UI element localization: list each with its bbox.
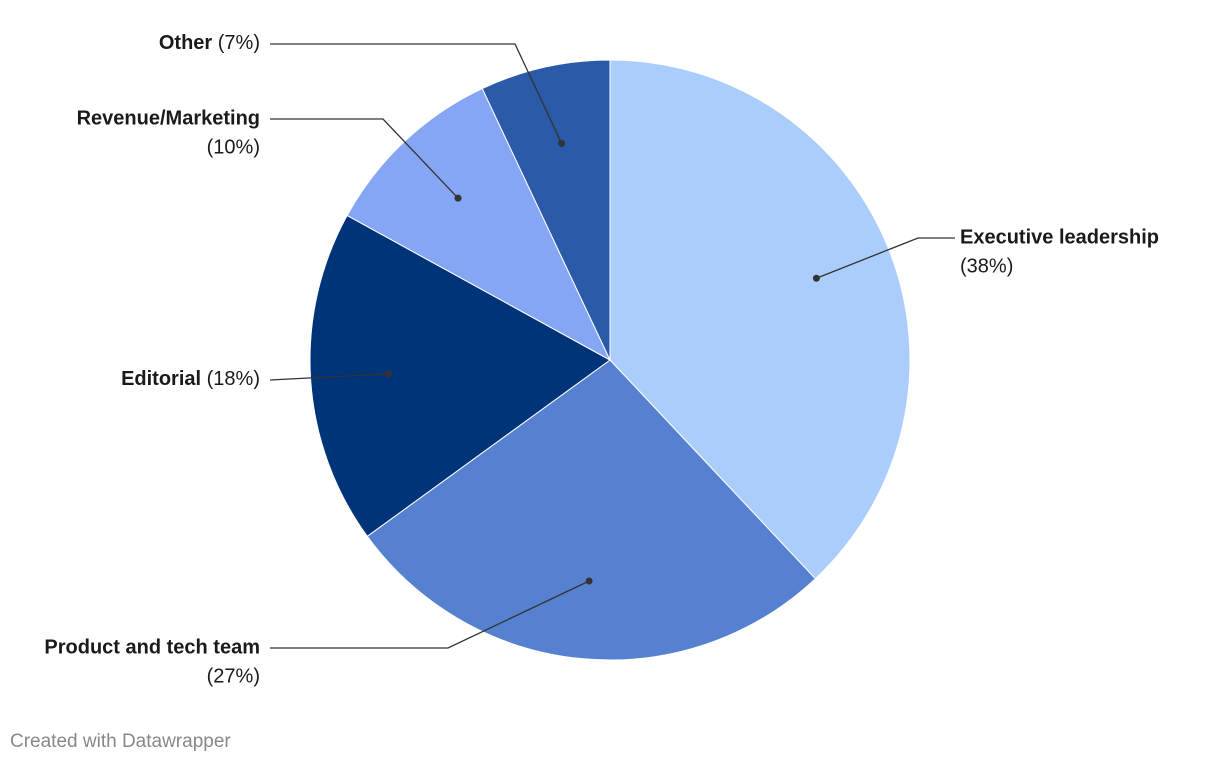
leader-line — [270, 43, 563, 144]
leader-line — [269, 373, 389, 381]
leader-dot — [812, 274, 820, 282]
leader-dot — [384, 370, 392, 378]
slice-label: Other — [159, 32, 213, 54]
slice-label: Executive leadership — [960, 226, 1159, 248]
slice-label: Product and tech team — [44, 636, 260, 658]
value-label: (27%) — [207, 665, 260, 687]
slice-label-group: Other (7%) — [159, 32, 260, 54]
leader-dot — [558, 139, 566, 147]
slice-label-group: Editorial (18%) — [121, 368, 260, 390]
leader-line — [270, 580, 590, 649]
credit: Created with Datawrapper — [10, 731, 231, 752]
slice-label: Editorial — [121, 368, 201, 390]
pie-slice — [481, 59, 611, 361]
value-label: (10%) — [207, 136, 260, 158]
pie-slice — [366, 359, 817, 661]
leader-dot — [585, 577, 593, 585]
leader-line — [270, 118, 459, 199]
value-label: (38%) — [960, 255, 1013, 277]
value-label: (18%) — [207, 368, 260, 390]
slice-label: Revenue/Marketing — [77, 107, 260, 129]
pie-slice — [309, 214, 611, 538]
leader-dot — [454, 194, 462, 202]
leader-line — [816, 237, 955, 279]
value-label: (7%) — [218, 32, 260, 54]
